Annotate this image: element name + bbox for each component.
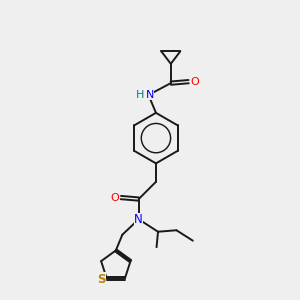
Text: S: S (97, 272, 106, 286)
Text: H: H (135, 90, 144, 100)
Text: O: O (110, 193, 119, 202)
Text: O: O (191, 76, 200, 87)
Text: N: N (146, 90, 154, 100)
Text: N: N (134, 213, 143, 226)
